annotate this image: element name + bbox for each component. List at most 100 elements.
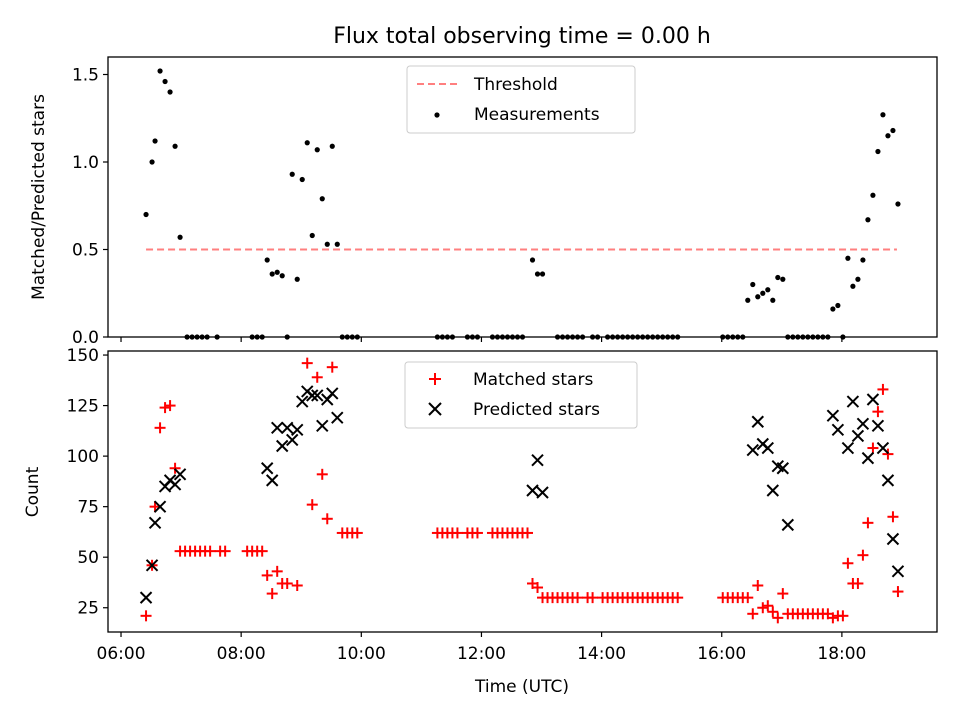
- matched-star-point: [522, 527, 534, 539]
- count-plot-area: [139, 357, 905, 624]
- y-tick-label: 75: [77, 498, 99, 518]
- legend-measurements-swatch: [434, 112, 440, 118]
- matched-star-point: [256, 545, 268, 557]
- matched-star-point: [311, 371, 323, 383]
- ratio-plot-area: [143, 68, 901, 340]
- matched-star-point: [159, 402, 171, 414]
- matched-star-point: [219, 545, 231, 557]
- predicted-star-point: [846, 395, 860, 408]
- predicted-star-point: [531, 453, 544, 467]
- predicted-star-point: [871, 419, 885, 433]
- matched-star-point: [767, 606, 779, 618]
- measurement-point: [885, 133, 891, 139]
- predicted-x-b: [891, 565, 905, 578]
- matched-star-point: [852, 577, 864, 589]
- measurement-point: [845, 255, 851, 261]
- y-tick-label: 150: [67, 346, 99, 366]
- predicted-star-point: [841, 441, 855, 455]
- matched-star-point: [154, 422, 166, 434]
- legend-predicted-label: Predicted stars: [473, 400, 600, 420]
- matched-star-point: [451, 527, 463, 539]
- ratio-legend: Threshold Measurements: [406, 65, 636, 134]
- ratio-panel: 0.0 0.5 1.0 1.5 Matched/Predicted stars Thr…: [29, 56, 938, 348]
- y-tick-label: 0.0: [72, 328, 99, 348]
- predicted-x-b: [286, 433, 299, 447]
- matched-star-point: [532, 582, 544, 594]
- matched-star-point: [747, 608, 759, 620]
- matched-star-point: [757, 602, 769, 614]
- predicted-star-point: [276, 439, 289, 453]
- x-tick-label: 08:00: [217, 644, 266, 664]
- matched-star-point: [867, 442, 879, 454]
- predicted-star-point: [781, 518, 795, 532]
- predicted-x-b: [841, 441, 855, 455]
- predicted-x-b: [881, 474, 895, 487]
- measurement-point: [274, 269, 280, 275]
- predicted-x-b: [260, 462, 274, 475]
- predicted-x-b: [876, 441, 890, 455]
- predicted-star-point: [281, 421, 294, 435]
- predicted-x-b: [139, 591, 153, 604]
- chart-title: Flux total observing time = 0.00 h: [333, 24, 711, 49]
- measurement-point: [870, 192, 876, 198]
- matched-star-point: [204, 545, 216, 557]
- predicted-star-point: [766, 484, 780, 497]
- measurement-point: [830, 306, 836, 312]
- predicted-x-b: [148, 516, 162, 530]
- matched-star-point: [471, 527, 483, 539]
- measurement-point: [329, 143, 335, 149]
- measurement-point: [890, 127, 896, 134]
- measurement-point: [875, 148, 881, 155]
- predicted-star-point: [286, 433, 299, 447]
- predicted-star-point: [826, 409, 840, 422]
- matched-star-point: [169, 462, 181, 474]
- measurement-point: [855, 276, 861, 282]
- predicted-x-b: [831, 423, 845, 437]
- measurement-point: [143, 211, 149, 218]
- predicted-x-b: [871, 419, 885, 433]
- predicted-x-b: [856, 417, 870, 430]
- predicted-star-point: [746, 443, 759, 457]
- measurement-point: [760, 290, 766, 296]
- matched-star-point: [892, 586, 904, 598]
- predicted-x-b: [766, 484, 780, 497]
- predicted-x-b: [306, 389, 319, 402]
- predicted-x-b: [751, 415, 764, 428]
- matched-star-point: [140, 610, 152, 622]
- count-y-axis-label: Count: [23, 466, 43, 517]
- matched-star-point: [306, 499, 318, 511]
- predicted-x-b: [331, 411, 344, 424]
- predicted-x-b: [866, 393, 880, 406]
- measurement-point: [172, 143, 178, 149]
- measurement-point: [269, 271, 275, 277]
- predicted-star-point: [866, 393, 880, 406]
- matched-star-point: [742, 592, 754, 604]
- measurement-point: [304, 140, 310, 146]
- measurement-point: [745, 297, 751, 303]
- y-tick-label: 1.0: [72, 153, 99, 173]
- predicted-star-point: [148, 516, 162, 530]
- predicted-star-point: [139, 591, 153, 604]
- predicted-x-b: [846, 395, 860, 408]
- measurement-point: [529, 257, 536, 263]
- x-tick-label: 18:00: [817, 644, 866, 664]
- matched-star-point: [842, 557, 854, 569]
- y-tick-label: 125: [67, 397, 99, 417]
- matched-star-point: [326, 361, 338, 373]
- count-axis-ticks: 06:00 08:00 10:00 12:00 14:00 16:00 18:00 25 50 7…: [67, 346, 867, 664]
- count-legend: Matched stars Predicted stars: [404, 361, 638, 429]
- predicted-x-b: [761, 441, 775, 455]
- matched-star-point: [827, 612, 839, 624]
- matched-star-point: [752, 580, 764, 592]
- ratio-axis-ticks: 0.0 0.5 1.0 1.5: [72, 66, 843, 348]
- matched-star-point: [672, 592, 684, 604]
- measurement-point: [334, 241, 340, 247]
- predicted-star-point: [270, 421, 284, 435]
- predicted-x-b: [771, 460, 785, 473]
- legend-predicted-swatch: [428, 402, 442, 416]
- measurement-point: [167, 89, 173, 95]
- predicted-star-point: [153, 500, 167, 513]
- predicted-x-b: [851, 429, 865, 443]
- predicted-star-point: [886, 532, 900, 546]
